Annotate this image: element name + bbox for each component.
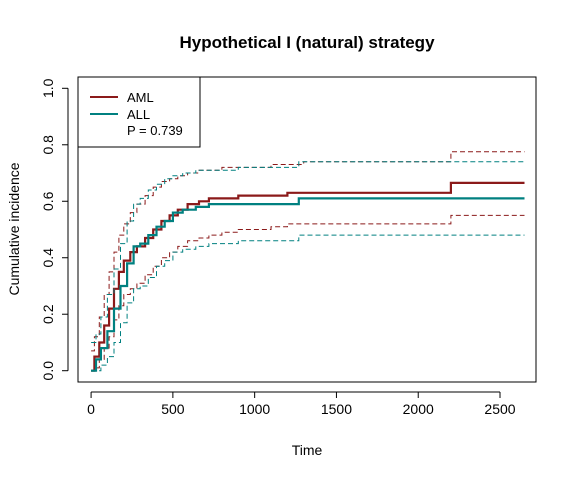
legend-box (77, 76, 201, 148)
legend-label-all: ALL (127, 107, 150, 122)
legend-label-aml: AML (127, 90, 154, 105)
y-tick-label: 1.0 (40, 78, 56, 98)
legend-pvalue: P = 0.739 (127, 123, 183, 138)
series-ci-all-5 (91, 234, 525, 372)
series-ci-all-4 (91, 161, 525, 343)
series-layer (91, 151, 525, 372)
series-line-aml (91, 181, 525, 372)
x-tick-label: 0 (87, 401, 95, 417)
x-tick-label: 2000 (403, 401, 434, 417)
x-tick-label: 1500 (321, 401, 352, 417)
x-axis-label: Time (292, 442, 323, 458)
series-ci-aml-1 (91, 151, 525, 352)
y-tick-label: 0.2 (40, 304, 56, 324)
y-axis: 0.0 0.2 0.4 0.6 0.8 1.0 (40, 78, 69, 381)
y-tick-label: 0.0 (40, 361, 56, 381)
plot-frame (77, 76, 537, 383)
legend: AML ALL P = 0.739 (77, 76, 201, 148)
series-ci-aml-2 (91, 214, 525, 372)
x-tick-label: 500 (161, 401, 185, 417)
y-tick-label: 0.6 (40, 191, 56, 211)
y-tick-label: 0.4 (40, 248, 56, 268)
x-tick-label: 1000 (239, 401, 270, 417)
y-tick-label: 0.8 (40, 135, 56, 155)
series-line-all (91, 197, 525, 372)
y-axis-label: Cumulative incidence (6, 162, 22, 295)
chart-title: Hypothetical I (natural) strategy (179, 33, 435, 52)
x-axis: 0 500 1000 1500 2000 2500 (87, 391, 516, 417)
x-tick-label: 2500 (484, 401, 515, 417)
